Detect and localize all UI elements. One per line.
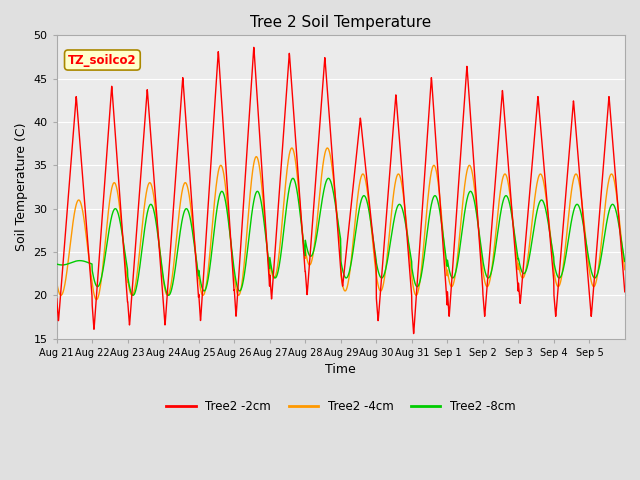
Legend: Tree2 -2cm, Tree2 -4cm, Tree2 -8cm: Tree2 -2cm, Tree2 -4cm, Tree2 -8cm bbox=[161, 395, 520, 418]
Tree2 -2cm bbox=[410, 331, 417, 336]
Tree2 -8cm bbox=[376, 272, 383, 277]
Tree2 -8cm bbox=[324, 175, 332, 181]
Tree2 -8cm bbox=[513, 243, 520, 249]
Tree2 -4cm bbox=[110, 180, 118, 186]
Tree2 -2cm bbox=[250, 45, 258, 50]
Tree2 -4cm bbox=[545, 214, 552, 219]
Tree2 -4cm bbox=[93, 297, 100, 302]
Tree2 -4cm bbox=[323, 145, 331, 151]
Title: Tree 2 Soil Temperature: Tree 2 Soil Temperature bbox=[250, 15, 431, 30]
Text: TZ_soilco2: TZ_soilco2 bbox=[68, 54, 137, 67]
Tree2 -2cm bbox=[513, 263, 520, 269]
X-axis label: Time: Time bbox=[326, 363, 356, 376]
Line: Tree2 -8cm: Tree2 -8cm bbox=[57, 178, 625, 295]
Tree2 -2cm bbox=[545, 214, 552, 220]
Tree2 -4cm bbox=[376, 287, 383, 292]
Tree2 -8cm bbox=[232, 279, 240, 285]
Y-axis label: Soil Temperature (C): Soil Temperature (C) bbox=[15, 123, 28, 251]
Tree2 -8cm bbox=[53, 261, 61, 267]
Tree2 -8cm bbox=[109, 208, 117, 214]
Tree2 -2cm bbox=[53, 296, 61, 301]
Tree2 -8cm bbox=[165, 292, 173, 298]
Tree2 -8cm bbox=[545, 220, 552, 226]
Tree2 -4cm bbox=[613, 197, 621, 203]
Line: Tree2 -2cm: Tree2 -2cm bbox=[57, 48, 625, 334]
Tree2 -4cm bbox=[621, 267, 628, 273]
Tree2 -2cm bbox=[613, 194, 621, 200]
Line: Tree2 -4cm: Tree2 -4cm bbox=[57, 148, 625, 300]
Tree2 -4cm bbox=[53, 279, 61, 285]
Tree2 -2cm bbox=[232, 313, 240, 319]
Tree2 -4cm bbox=[232, 287, 240, 293]
Tree2 -2cm bbox=[621, 289, 628, 295]
Tree2 -8cm bbox=[613, 213, 621, 218]
Tree2 -2cm bbox=[375, 306, 383, 312]
Tree2 -2cm bbox=[109, 106, 117, 111]
Tree2 -8cm bbox=[621, 259, 628, 264]
Tree2 -4cm bbox=[513, 251, 520, 256]
